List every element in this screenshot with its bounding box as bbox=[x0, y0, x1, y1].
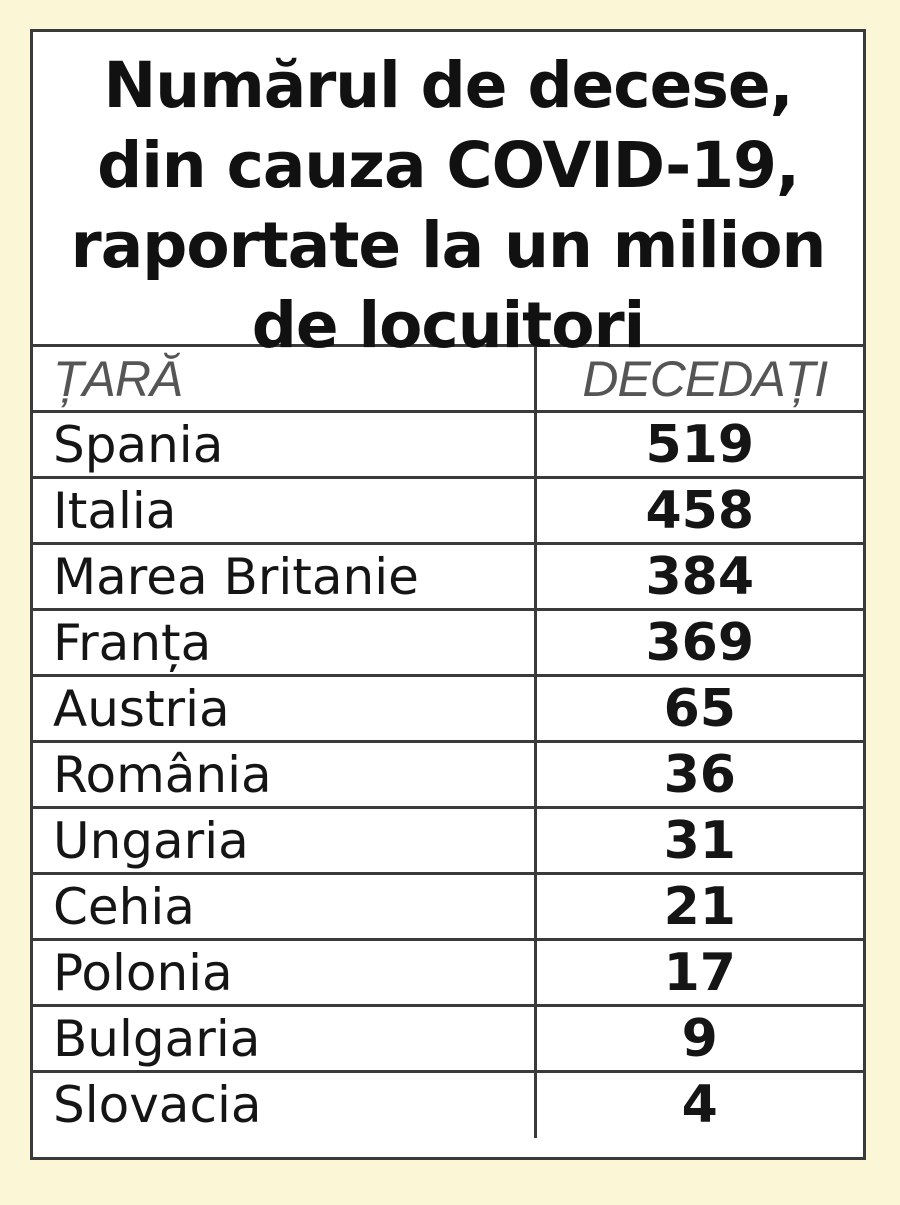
table-row: Cehia 21 bbox=[33, 872, 863, 940]
deaths-table: ȚARĂ DECEDAȚI Spania 519 Italia 458 Marea Br… bbox=[33, 344, 863, 1138]
table-row: Franța 369 bbox=[33, 608, 863, 676]
country-cell: Cehia bbox=[33, 872, 537, 940]
table-row: România 36 bbox=[33, 740, 863, 808]
title-line: de locuitori bbox=[251, 289, 646, 362]
title-line: din cauza COVID-19, bbox=[97, 129, 800, 202]
deaths-cell: 4 bbox=[535, 1070, 863, 1138]
column-header-deaths: DECEDAȚI bbox=[535, 344, 863, 412]
country-cell: Slovacia bbox=[33, 1070, 537, 1138]
table-row: Bulgaria 9 bbox=[33, 1004, 863, 1072]
country-cell: Italia bbox=[33, 476, 537, 544]
country-cell: Franța bbox=[33, 608, 537, 676]
column-header-country: ȚARĂ bbox=[33, 344, 537, 412]
deaths-cell: 519 bbox=[535, 410, 863, 478]
table-row: Polonia 17 bbox=[33, 938, 863, 1006]
country-cell: Spania bbox=[33, 410, 537, 478]
deaths-cell: 31 bbox=[535, 806, 863, 874]
table-header-row: ȚARĂ DECEDAȚI bbox=[33, 344, 863, 412]
covid-deaths-table-card: Numărul de decese, din cauza COVID-19, r… bbox=[30, 29, 866, 1160]
table-body: Spania 519 Italia 458 Marea Britanie 384 Franț… bbox=[33, 410, 863, 1138]
country-cell: România bbox=[33, 740, 537, 808]
country-cell: Polonia bbox=[33, 938, 537, 1006]
table-row: Italia 458 bbox=[33, 476, 863, 544]
table-row: Marea Britanie 384 bbox=[33, 542, 863, 610]
table-title: Numărul de decese, din cauza COVID-19, r… bbox=[33, 32, 863, 362]
country-cell: Bulgaria bbox=[33, 1004, 537, 1072]
table-row: Austria 65 bbox=[33, 674, 863, 742]
deaths-cell: 369 bbox=[535, 608, 863, 676]
title-line: Numărul de decese, bbox=[103, 49, 794, 122]
country-cell: Austria bbox=[33, 674, 537, 742]
deaths-cell: 9 bbox=[535, 1004, 863, 1072]
country-cell: Ungaria bbox=[33, 806, 537, 874]
deaths-cell: 458 bbox=[535, 476, 863, 544]
deaths-cell: 17 bbox=[535, 938, 863, 1006]
deaths-cell: 384 bbox=[535, 542, 863, 610]
deaths-cell: 36 bbox=[535, 740, 863, 808]
deaths-cell: 65 bbox=[535, 674, 863, 742]
table-row: Slovacia 4 bbox=[33, 1070, 863, 1138]
table-row: Spania 519 bbox=[33, 410, 863, 478]
country-cell: Marea Britanie bbox=[33, 542, 537, 610]
deaths-cell: 21 bbox=[535, 872, 863, 940]
title-line: raportate la un milion bbox=[70, 209, 827, 282]
table-row: Ungaria 31 bbox=[33, 806, 863, 874]
